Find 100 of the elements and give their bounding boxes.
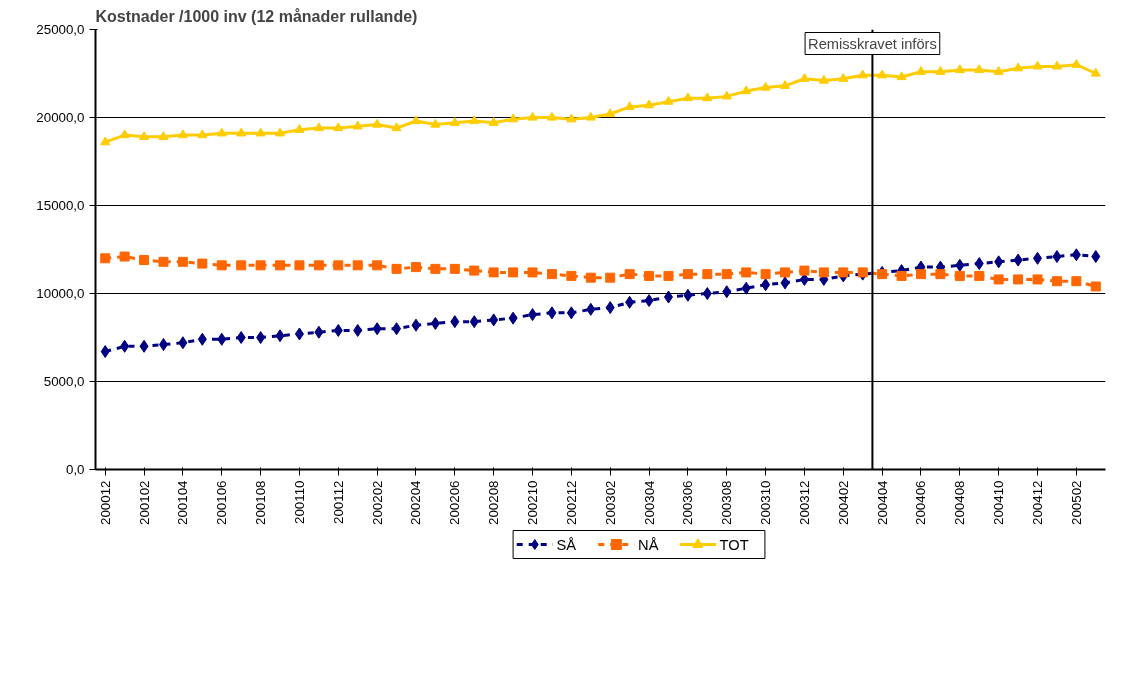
point (644, 294, 654, 308)
point (702, 92, 713, 102)
legend-label: SÅ (556, 536, 577, 553)
x-tick-label: 200308 (719, 480, 735, 525)
point (993, 66, 1004, 75)
point (236, 331, 246, 344)
point (954, 64, 965, 74)
point (566, 306, 576, 320)
y-tick-label: 20000,0 (36, 110, 85, 125)
point (682, 92, 693, 102)
point (1032, 274, 1043, 285)
point (896, 270, 907, 281)
point (741, 281, 751, 295)
point (158, 256, 169, 267)
point (411, 318, 421, 332)
point (508, 113, 519, 123)
point (877, 269, 888, 280)
x-tick-label: 200312 (796, 480, 812, 525)
point (372, 260, 383, 271)
point (469, 265, 480, 276)
point (527, 111, 538, 121)
x-tick-label: 200108 (253, 480, 269, 525)
point (780, 276, 790, 290)
y-tick-label: 0,0 (65, 462, 85, 477)
point (197, 332, 207, 346)
point (352, 260, 363, 271)
point (585, 111, 596, 121)
point (663, 290, 673, 304)
point (566, 270, 577, 281)
point (935, 66, 946, 75)
ref-line-label: Remisskravet införs (808, 35, 937, 52)
point (799, 73, 810, 82)
point (450, 315, 460, 329)
point (255, 127, 266, 137)
point (391, 263, 402, 274)
point (1051, 60, 1062, 70)
point (528, 308, 538, 322)
point (644, 99, 655, 109)
point (313, 260, 324, 271)
point (139, 131, 150, 140)
point (625, 295, 635, 309)
point (994, 255, 1004, 269)
x-tick-label: 200304 (641, 479, 657, 525)
x-tick-label: 200112 (330, 480, 346, 524)
x-tick-label: 200404 (874, 479, 890, 525)
x-tick-label: 200204 (408, 479, 424, 525)
point (178, 336, 188, 350)
point (392, 322, 402, 336)
point (760, 81, 771, 91)
point (313, 122, 324, 132)
point (236, 260, 247, 271)
legend-label: TOT (719, 536, 749, 553)
point (974, 64, 985, 74)
point (100, 345, 110, 359)
chart-title: Kostnader /1000 inv (12 månader rullande) (95, 7, 418, 25)
point (546, 269, 557, 280)
y-tick-label: 10000,0 (36, 286, 85, 301)
x-tick-label: 200210 (525, 480, 541, 525)
x-tick-label: 200012 (97, 480, 113, 525)
point (605, 108, 616, 118)
point (799, 265, 810, 276)
point (100, 253, 111, 264)
point (586, 302, 596, 316)
point (488, 267, 499, 278)
point (1071, 248, 1081, 262)
point (256, 331, 266, 344)
x-tick-label: 200502 (1068, 480, 1084, 525)
point (119, 251, 130, 262)
point (722, 285, 732, 299)
point (1013, 274, 1024, 285)
point (760, 269, 771, 280)
point (741, 85, 752, 95)
point (1052, 250, 1062, 264)
point (547, 306, 557, 320)
point (721, 269, 732, 280)
point (430, 316, 440, 330)
point (410, 262, 421, 273)
x-tick-label: 200202 (369, 480, 385, 525)
point (954, 270, 965, 281)
x-tick-label: 200302 (602, 480, 618, 525)
point (352, 120, 363, 130)
point (372, 322, 382, 336)
point (1090, 67, 1101, 77)
point (818, 267, 829, 278)
point (255, 260, 266, 271)
x-tick-label: 200106 (214, 480, 230, 525)
point (449, 263, 460, 274)
point (857, 69, 868, 79)
point (197, 258, 208, 269)
point (119, 129, 130, 139)
x-tick-label: 200208 (486, 480, 502, 525)
point (663, 95, 674, 105)
point (275, 127, 286, 137)
point (488, 117, 499, 126)
point (1071, 276, 1082, 287)
point (644, 270, 655, 281)
point (177, 129, 188, 139)
x-tick-label: 200102 (136, 480, 152, 525)
point (353, 323, 363, 337)
point (430, 118, 441, 128)
